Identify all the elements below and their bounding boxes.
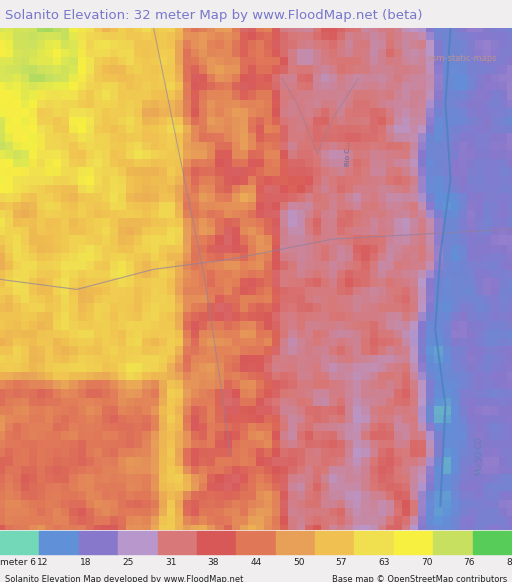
Bar: [237, 531, 275, 554]
Bar: [433, 531, 473, 554]
Text: 18: 18: [79, 558, 91, 567]
Bar: [197, 531, 237, 554]
Bar: [275, 531, 315, 554]
Text: 12: 12: [37, 558, 48, 567]
Bar: [354, 531, 394, 554]
Text: Solanito Elevation Map developed by www.FloodMap.net: Solanito Elevation Map developed by www.…: [5, 575, 244, 582]
Bar: [315, 531, 354, 554]
Bar: [394, 531, 433, 554]
Text: 38: 38: [207, 558, 219, 567]
Text: 44: 44: [250, 558, 262, 567]
Bar: [473, 531, 512, 554]
Text: 83: 83: [506, 558, 512, 567]
Text: 25: 25: [122, 558, 134, 567]
Text: 76: 76: [463, 558, 475, 567]
Text: 70: 70: [421, 558, 433, 567]
Bar: [0, 531, 39, 554]
Bar: [39, 531, 79, 554]
Text: 63: 63: [378, 558, 390, 567]
Text: Rio C...: Rio C...: [345, 141, 351, 166]
Bar: [158, 531, 197, 554]
Text: 50: 50: [293, 558, 305, 567]
Text: 57: 57: [335, 558, 347, 567]
Text: 31: 31: [165, 558, 177, 567]
Text: meter 6: meter 6: [0, 558, 36, 567]
Text: Mo-SO-CO: Mo-SO-CO: [474, 436, 483, 475]
Bar: [79, 531, 118, 554]
Text: Solanito Elevation: 32 meter Map by www.FloodMap.net (beta): Solanito Elevation: 32 meter Map by www.…: [5, 9, 422, 22]
Bar: [118, 531, 158, 554]
Text: Base map © OpenStreetMap contributors: Base map © OpenStreetMap contributors: [332, 575, 507, 582]
Text: osm-static-maps: osm-static-maps: [427, 54, 497, 63]
